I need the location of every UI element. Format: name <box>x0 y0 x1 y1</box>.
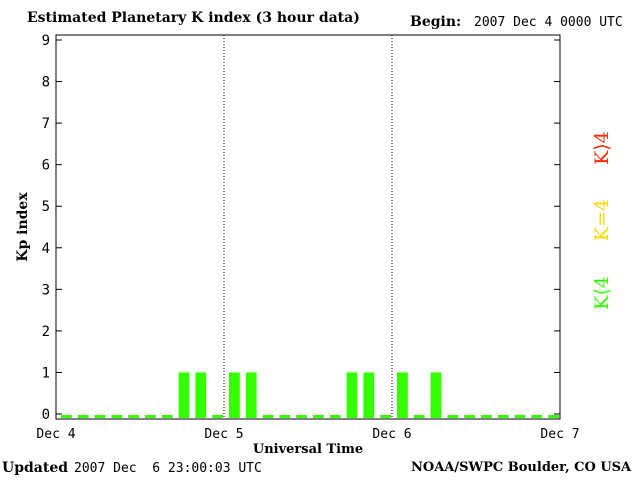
kp-bar <box>178 372 190 418</box>
x-tick-label: Dec 6 <box>372 427 411 442</box>
kp-bar <box>497 415 509 418</box>
source-credit: NOAA/SWPC Boulder, CO USA <box>411 460 632 475</box>
kp-bar <box>413 415 425 418</box>
updated-value: 2007 Dec 6 23:00:03 UTC <box>74 461 262 476</box>
y-tick-label: 2 <box>42 324 50 340</box>
kp-bar <box>128 415 139 418</box>
kp-bar <box>195 372 207 418</box>
legend-k-greater-than-4: K⟩4 <box>591 131 613 165</box>
kp-bar <box>397 372 408 418</box>
kp-bar <box>229 372 240 418</box>
y-tick-label: 5 <box>42 199 50 215</box>
y-tick-label: 8 <box>42 75 50 91</box>
chart-title: Estimated Planetary K index (3 hour data… <box>27 10 360 26</box>
kp-bar <box>464 415 475 418</box>
updated-label: Updated <box>2 460 69 476</box>
kp-bar <box>531 415 543 418</box>
kp-bar <box>212 415 223 418</box>
kp-bar <box>481 415 492 418</box>
x-tick-label: Dec 5 <box>204 427 243 442</box>
plot-frame <box>55 34 561 420</box>
legend-k-equals-4: K=4 <box>591 199 613 241</box>
x-tick-label: Dec 4 <box>36 427 75 442</box>
y-tick-label: 1 <box>42 365 50 381</box>
x-axis-label: Universal Time <box>253 442 363 457</box>
kp-bar <box>313 415 324 418</box>
y-axis-ticks: 0 1 2 3 4 5 6 7 8 9 <box>42 33 560 423</box>
y-tick-label: 4 <box>42 241 50 257</box>
kp-bar <box>77 415 89 418</box>
kp-bar <box>161 415 173 418</box>
kp-bar <box>61 415 72 418</box>
begin-label: Begin: <box>410 14 462 30</box>
kp-bar <box>548 415 559 418</box>
kp-bar <box>245 372 257 418</box>
kp-bar <box>94 415 106 418</box>
day-grid-lines <box>223 35 393 419</box>
x-tick-label: Dec 7 <box>540 427 579 442</box>
legend-k-less-than-4: K⟨4 <box>591 276 613 310</box>
kp-bar <box>279 415 291 418</box>
y-axis-label: Kp index <box>15 192 31 262</box>
kp-bar <box>329 415 341 418</box>
kp-bar <box>447 415 459 418</box>
y-tick-label: 7 <box>42 116 50 132</box>
kp-bar <box>145 415 156 418</box>
kp-bar <box>380 415 391 418</box>
kp-bar <box>346 372 358 418</box>
kp-bar <box>296 415 307 418</box>
y-tick-label: 0 <box>42 407 50 423</box>
x-axis-ticks: Dec 4 Dec 5 Dec 6 Dec 7 <box>36 427 579 442</box>
kp-bars <box>61 372 559 418</box>
kp-bar <box>430 372 442 418</box>
kp-bar <box>262 415 274 418</box>
y-tick-label: 6 <box>42 158 50 174</box>
begin-value: 2007 Dec 4 0000 UTC <box>474 15 623 30</box>
y-tick-label: 3 <box>42 282 50 298</box>
y-tick-label: 9 <box>42 33 50 49</box>
kp-bar <box>111 415 123 418</box>
kp-bar <box>363 372 375 418</box>
kp-bar <box>514 415 526 418</box>
